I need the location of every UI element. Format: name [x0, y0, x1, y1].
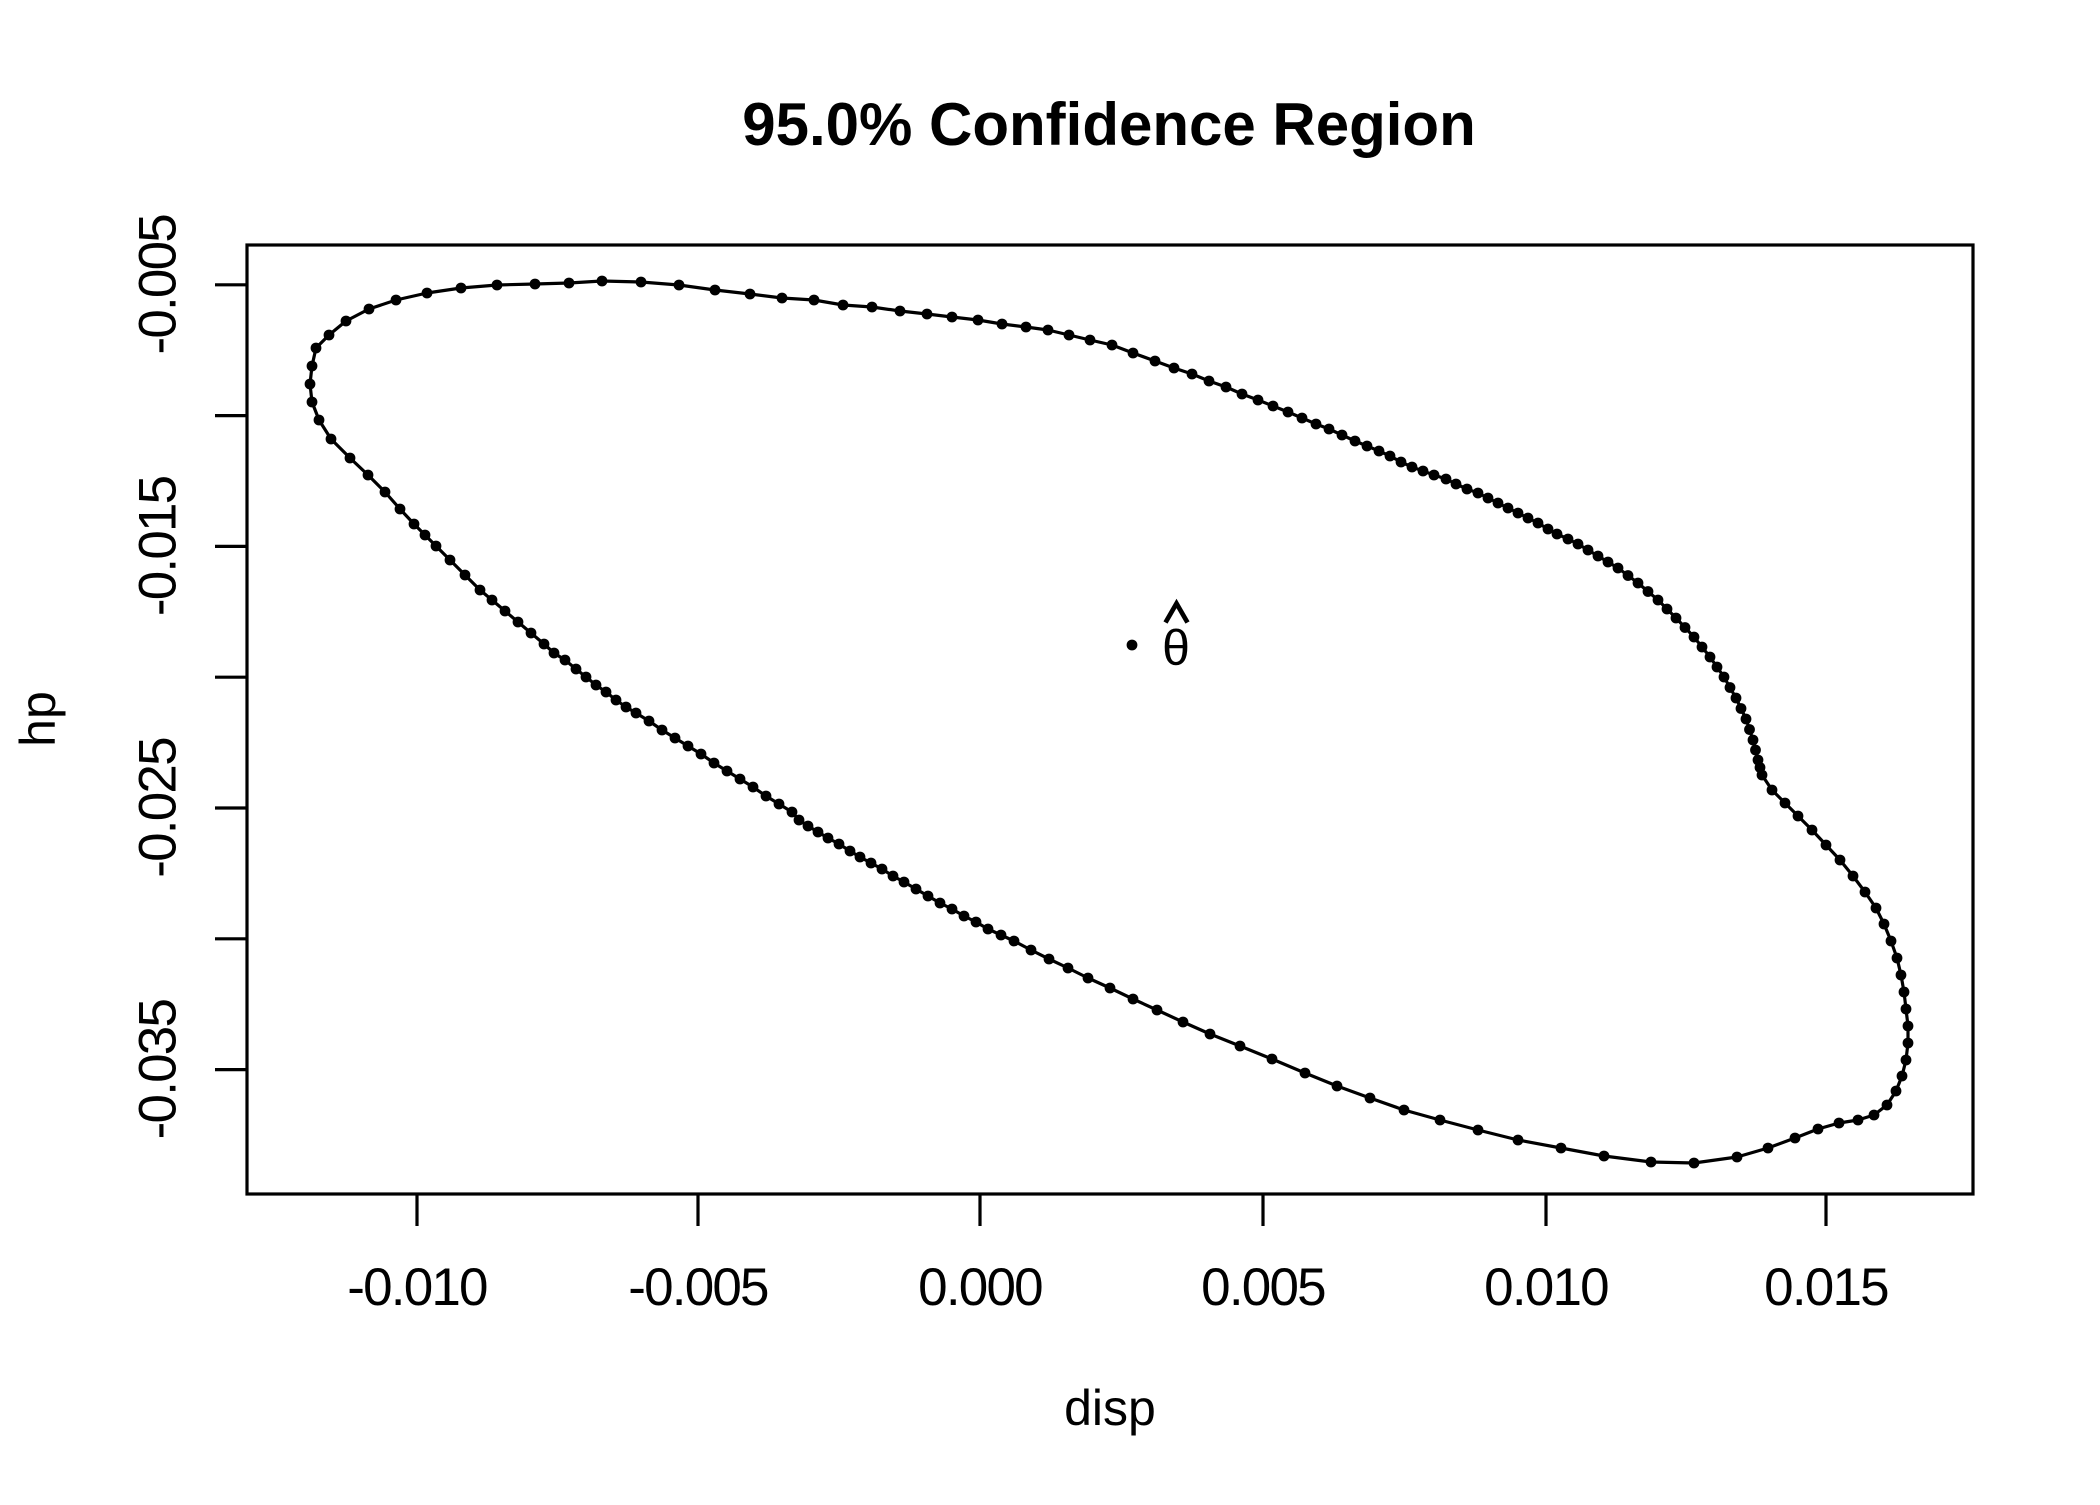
- svg-text:0.005: 0.005: [1201, 1258, 1325, 1317]
- svg-text:θ: θ: [1162, 620, 1190, 676]
- svg-text:-0.035: -0.035: [129, 1000, 188, 1140]
- svg-text:disp: disp: [1064, 1380, 1156, 1436]
- svg-text:0.000: 0.000: [918, 1258, 1042, 1317]
- svg-text:95.0% Confidence Region: 95.0% Confidence Region: [742, 91, 1475, 158]
- svg-text:-0.015: -0.015: [129, 476, 188, 616]
- svg-text:-0.005: -0.005: [129, 215, 188, 355]
- svg-text:hp: hp: [10, 691, 66, 747]
- svg-text:-0.025: -0.025: [129, 738, 188, 878]
- svg-text:-0.005: -0.005: [628, 1258, 768, 1317]
- svg-text:-0.010: -0.010: [347, 1258, 487, 1317]
- svg-text:0.010: 0.010: [1484, 1258, 1608, 1317]
- svg-text:0.015: 0.015: [1764, 1258, 1888, 1317]
